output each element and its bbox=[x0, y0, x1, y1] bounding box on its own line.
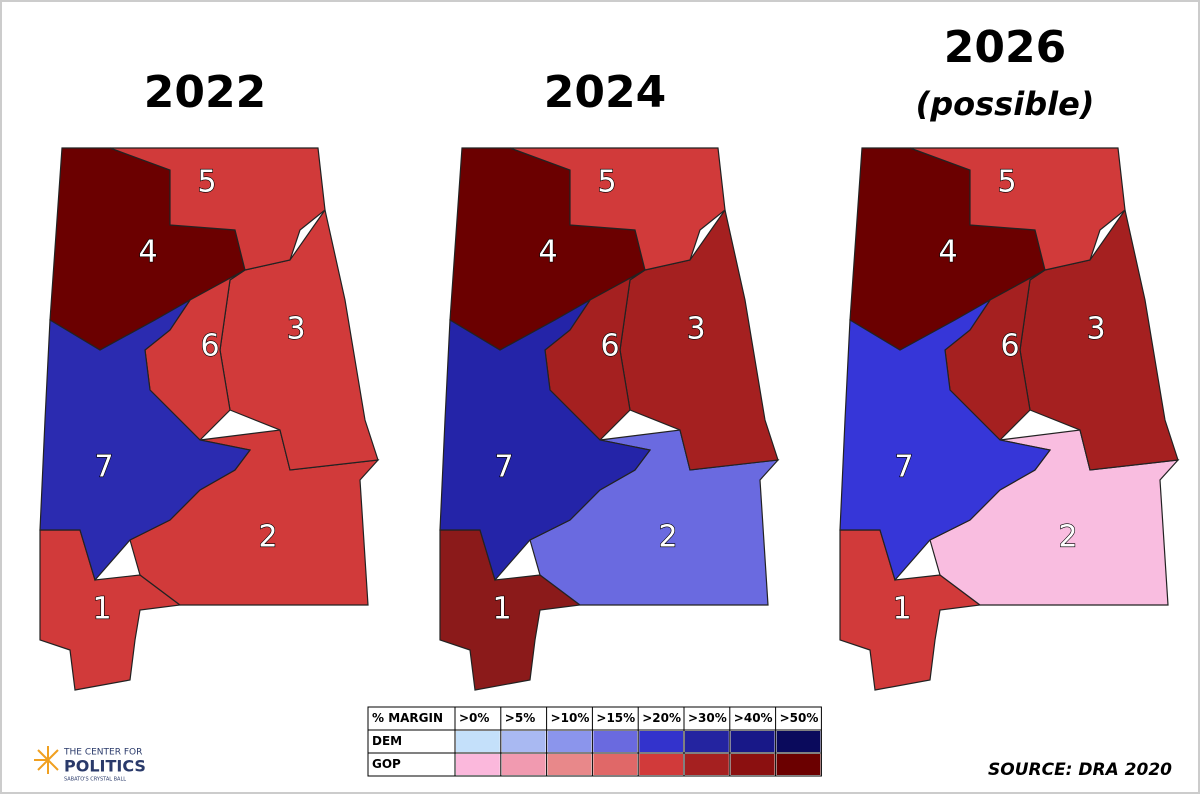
district-label: 7 bbox=[94, 450, 113, 485]
district-label: 4 bbox=[138, 235, 157, 270]
legend-swatch bbox=[593, 731, 638, 752]
legend-swatch bbox=[639, 731, 683, 752]
legend-swatch bbox=[501, 731, 546, 752]
logo: THE CENTER FOR POLITICS SABATO'S CRYSTAL… bbox=[34, 746, 146, 783]
map-title: 2022 bbox=[144, 67, 266, 118]
district-label: 2 bbox=[258, 520, 277, 555]
district-label: 5 bbox=[597, 165, 616, 200]
source: SOURCE: DRA 2020 bbox=[988, 760, 1172, 780]
district-label: 5 bbox=[197, 165, 216, 200]
legend-swatch bbox=[639, 754, 683, 775]
map-title: 2026 bbox=[944, 22, 1066, 73]
legend-column: >0% bbox=[459, 711, 489, 725]
legend-swatch bbox=[776, 731, 821, 752]
district-label: 1 bbox=[492, 592, 511, 627]
legend-swatch bbox=[547, 754, 592, 775]
legend-swatch bbox=[456, 754, 500, 775]
legend-swatch bbox=[730, 731, 775, 752]
legend-column: >50% bbox=[780, 711, 819, 725]
legend-column: >20% bbox=[642, 711, 681, 725]
legend-swatch bbox=[456, 731, 500, 752]
district-label: 4 bbox=[538, 235, 557, 270]
logo-line: SABATO'S CRYSTAL BALL bbox=[64, 777, 126, 783]
district-label: 5 bbox=[997, 165, 1016, 200]
legend-column: >30% bbox=[688, 711, 727, 725]
legend-swatch bbox=[730, 754, 775, 775]
district bbox=[439, 299, 652, 582]
district-label: 3 bbox=[1086, 312, 1105, 347]
legend-column: >10% bbox=[551, 711, 590, 725]
legend-header: % MARGIN bbox=[372, 711, 443, 725]
district-label: 1 bbox=[892, 592, 911, 627]
district-label: 1 bbox=[92, 592, 111, 627]
legend-swatch bbox=[776, 754, 821, 775]
district-label: 6 bbox=[200, 329, 219, 364]
district bbox=[909, 147, 1126, 271]
map-title: 2024 bbox=[544, 67, 666, 118]
legend-swatch bbox=[685, 754, 729, 775]
district bbox=[109, 147, 326, 271]
district-map: 2022 1 2 3 4 5 6 7 bbox=[39, 67, 380, 691]
district-label: 3 bbox=[686, 312, 705, 347]
legend-swatch bbox=[501, 754, 546, 775]
map-subtitle: (possible) bbox=[916, 85, 1095, 123]
district-map: 2024 1 2 3 4 5 6 7 bbox=[439, 67, 780, 691]
district-label: 7 bbox=[494, 450, 513, 485]
district-label: 6 bbox=[1000, 329, 1019, 364]
legend-row-name: DEM bbox=[372, 734, 402, 748]
legend-swatch bbox=[547, 731, 592, 752]
district-map: 2026 (possible) 1 2 3 4 5 6 7 bbox=[839, 22, 1180, 691]
district-label: 7 bbox=[894, 450, 913, 485]
district bbox=[509, 147, 726, 271]
district-label: 3 bbox=[286, 312, 305, 347]
district-label: 4 bbox=[938, 235, 957, 270]
legend: % MARGIN >0% >5% >10% >15% >20% >30% >40% >50% DE… bbox=[367, 706, 822, 777]
legend-column: >5% bbox=[505, 711, 535, 725]
district bbox=[39, 299, 252, 582]
district bbox=[839, 299, 1052, 582]
legend-swatch bbox=[685, 731, 729, 752]
logo-line: THE CENTER FOR bbox=[63, 748, 142, 758]
district-label: 2 bbox=[658, 520, 677, 555]
legend-column: >15% bbox=[596, 711, 635, 725]
district-label: 6 bbox=[600, 329, 619, 364]
district-label: 2 bbox=[1058, 520, 1077, 555]
legend-column: >40% bbox=[734, 711, 773, 725]
logo-line: POLITICS bbox=[64, 757, 146, 776]
legend-swatch bbox=[593, 754, 638, 775]
legend-row-name: GOP bbox=[372, 757, 401, 771]
